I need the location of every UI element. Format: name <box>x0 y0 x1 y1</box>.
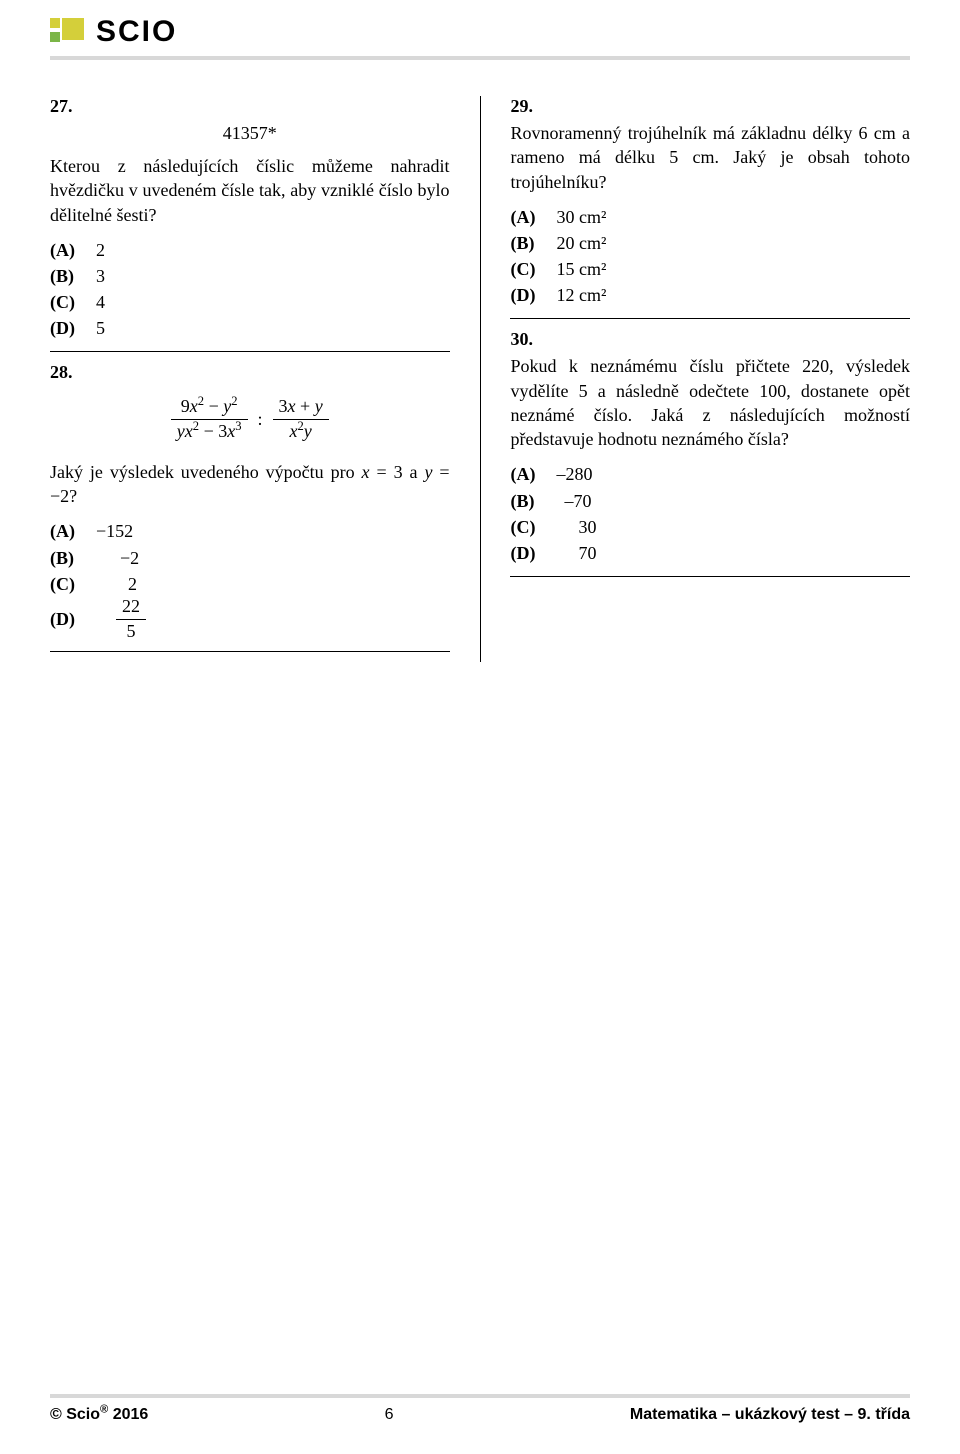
page: SCIO 27. 41357* Kterou z následujících č… <box>0 0 960 1454</box>
opt-value: 20 cm² <box>556 230 606 256</box>
opt-value: 12 cm² <box>556 282 606 308</box>
q28-opt-d: (D) 22 5 <box>50 597 450 642</box>
q28-options: (A) −152 (B) −2 (C) 2 (D) 22 <box>50 518 450 641</box>
opt-label: (D) <box>50 606 92 632</box>
opt-value: −152 <box>96 518 133 544</box>
q27-given: 41357* <box>50 123 450 144</box>
q27-opt-b: (B) 3 <box>50 263 450 289</box>
opt-label: (D) <box>510 540 552 566</box>
q27-opt-d: (D) 5 <box>50 315 450 341</box>
q28-formula: 9x2 − y2 yx2 − 3x3 : 3x + y x2y <box>50 397 450 442</box>
opt-label: (A) <box>510 204 552 230</box>
opt-label: (B) <box>510 230 552 256</box>
q30-opt-a: (A) –280 <box>510 461 910 487</box>
q30-number: 30. <box>510 329 910 350</box>
numerator: 3x + y <box>273 397 329 417</box>
denominator: yx2 − 3x3 <box>171 422 248 442</box>
opt-label: (D) <box>510 282 552 308</box>
opt-label: (C) <box>50 289 92 315</box>
opt-value: 4 <box>96 289 105 315</box>
q27-opt-c: (C) 4 <box>50 289 450 315</box>
q29-options: (A) 30 cm² (B) 20 cm² (C) 15 cm² (D) 12 … <box>510 204 910 308</box>
q28-opt-b: (B) −2 <box>50 545 450 571</box>
opt-value: –70 <box>556 488 591 514</box>
content-columns: 27. 41357* Kterou z následujících číslic… <box>50 96 910 662</box>
copyright-year: 2016 <box>108 1406 148 1423</box>
denominator: 5 <box>121 622 142 642</box>
opt-value: –280 <box>556 461 592 487</box>
footer-rule <box>50 1394 910 1398</box>
column-separator <box>480 96 481 662</box>
q27-prompt: Kterou z následujících číslic můžeme nah… <box>50 154 450 227</box>
footer-row: © Scio® 2016 6 Matematika – ukázkový tes… <box>50 1406 910 1424</box>
opt-label: (B) <box>50 263 92 289</box>
fraction: 22 5 <box>116 597 146 642</box>
footer: © Scio® 2016 6 Matematika – ukázkový tes… <box>50 1394 910 1424</box>
q30-opt-d: (D) 70 <box>510 540 910 566</box>
opt-value: 30 <box>556 514 596 540</box>
opt-label: (D) <box>50 315 92 341</box>
q29-number: 29. <box>510 96 910 117</box>
denominator: x2y <box>283 422 317 442</box>
opt-label: (C) <box>510 514 552 540</box>
opt-label: (B) <box>510 488 552 514</box>
right-column: 29. Rovnoramenný trojúhelník má základnu… <box>510 96 910 662</box>
opt-label: (A) <box>50 237 92 263</box>
q27-opt-a: (A) 2 <box>50 237 450 263</box>
q28-number: 28. <box>50 362 450 383</box>
fraction: 9x2 − y2 yx2 − 3x3 <box>171 397 248 442</box>
opt-value: 70 <box>556 540 596 566</box>
opt-value: 2 <box>96 237 105 263</box>
divider <box>50 651 450 652</box>
opt-value: −2 <box>96 545 139 571</box>
page-number: 6 <box>385 1406 394 1424</box>
divider <box>510 318 910 319</box>
opt-label: (A) <box>510 461 552 487</box>
q30-opt-b: (B) –70 <box>510 488 910 514</box>
fraction: 3x + y x2y <box>273 397 329 442</box>
q30-options: (A) –280 (B) –70 (C) 30 (D) 70 <box>510 461 910 565</box>
numerator: 22 <box>116 597 146 617</box>
left-column: 27. 41357* Kterou z následujících číslic… <box>50 96 450 662</box>
divider <box>510 576 910 577</box>
opt-label: (A) <box>50 518 92 544</box>
q30-opt-c: (C) 30 <box>510 514 910 540</box>
divider <box>50 351 450 352</box>
opt-value: 5 <box>96 315 105 341</box>
q29-opt-b: (B) 20 cm² <box>510 230 910 256</box>
q29-opt-c: (C) 15 cm² <box>510 256 910 282</box>
fraction-bar <box>116 619 146 620</box>
q30-prompt: Pokud k neznámému číslu přičtete 220, vý… <box>510 354 910 451</box>
logo-text: SCIO <box>96 15 177 49</box>
q29-opt-a: (A) 30 cm² <box>510 204 910 230</box>
header: SCIO <box>50 0 910 50</box>
logo-dot <box>50 32 60 42</box>
q29-prompt: Rovnoramenný trojúhelník má základnu dél… <box>510 121 910 194</box>
opt-label: (C) <box>510 256 552 282</box>
opt-value: 3 <box>96 263 105 289</box>
opt-value: 15 cm² <box>556 256 606 282</box>
q28-prompt: Jaký je výsledek uvedeného výpočtu pro x… <box>50 460 450 509</box>
opt-value: 30 cm² <box>556 204 606 230</box>
copyright-prefix: © Scio <box>50 1406 100 1423</box>
logo-mark <box>50 14 86 50</box>
q27-number: 27. <box>50 96 450 117</box>
opt-label: (B) <box>50 545 92 571</box>
header-rule <box>50 56 910 60</box>
opt-value: 2 <box>96 571 137 597</box>
divide-colon: : <box>254 409 267 430</box>
numerator: 9x2 − y2 <box>175 397 244 417</box>
q28-opt-c: (C) 2 <box>50 571 450 597</box>
q29-opt-d: (D) 12 cm² <box>510 282 910 308</box>
footer-left: © Scio® 2016 <box>50 1406 148 1424</box>
q27-options: (A) 2 (B) 3 (C) 4 (D) 5 <box>50 237 450 341</box>
q28-opt-a: (A) −152 <box>50 518 450 544</box>
footer-right: Matematika – ukázkový test – 9. třída <box>630 1406 910 1424</box>
opt-value: 22 5 <box>96 597 146 642</box>
opt-label: (C) <box>50 571 92 597</box>
